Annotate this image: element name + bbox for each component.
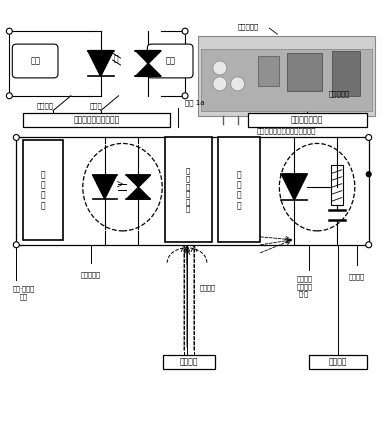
Text: 过
零
触
发
电
路: 过 零 触 发 电 路 [186,168,190,212]
Polygon shape [282,174,307,200]
Polygon shape [93,175,116,199]
Text: 未发生接触: 未发生接触 [328,91,350,97]
Bar [332,51,360,96]
Text: 触
发
电
路: 触 发 电 路 [236,170,241,210]
Text: 光电三端双向可控硅开关耦合器: 光电三端双向可控硅开关耦合器 [257,127,316,134]
Polygon shape [136,51,161,63]
Circle shape [13,242,19,248]
Bar [309,355,367,369]
Circle shape [366,135,372,141]
Circle shape [182,93,188,99]
FancyBboxPatch shape [12,44,58,78]
Bar [218,138,260,242]
Bar [257,56,279,86]
Text: 长寿命: 长寿命 [89,102,102,109]
Bar [23,141,63,240]
Text: 发生干扰小: 发生干扰小 [81,271,101,278]
Text: 有时会因
浪涌电压
问·环: 有时会因 浪涌电压 问·环 [296,275,312,298]
Polygon shape [88,51,114,76]
Bar [198,36,375,116]
Text: 输
入
电
路: 输 入 电 路 [41,170,46,210]
Bar [165,138,212,242]
Text: 光电晶闸管开关耦合器: 光电晶闸管开关耦合器 [74,115,120,124]
Text: 光: 光 [113,54,118,63]
Text: 无动作音: 无动作音 [36,102,54,109]
Text: 需要散热: 需要散热 [200,284,216,291]
Polygon shape [136,63,161,76]
Text: 晶闸管开关元件: 晶闸管开关元件 [291,115,323,124]
FancyBboxPatch shape [147,44,193,78]
Text: 有漏电流: 有漏电流 [349,273,365,280]
Bar [201,49,372,110]
Text: 晶闸管开关: 晶闸管开关 [238,23,259,29]
Text: 高速·高频率
开关: 高速·高频率 开关 [12,285,34,300]
Circle shape [231,77,245,91]
Text: 输出: 输出 [165,57,175,65]
Bar [247,113,367,127]
Text: 改叫电路: 改叫电路 [329,357,347,366]
Circle shape [7,93,12,99]
Bar [163,355,215,369]
Polygon shape [126,187,150,199]
Text: 只有 1a: 只有 1a [185,99,205,106]
Circle shape [366,172,371,177]
Bar [331,165,343,205]
Circle shape [7,28,12,34]
Circle shape [13,135,19,141]
Circle shape [182,28,188,34]
Polygon shape [126,175,150,187]
Bar [23,113,170,127]
Bar [287,53,322,91]
Text: 输入: 输入 [30,57,40,65]
Circle shape [366,242,372,248]
Circle shape [213,61,227,75]
Text: 驱动电路: 驱动电路 [180,357,198,366]
Circle shape [213,77,227,91]
